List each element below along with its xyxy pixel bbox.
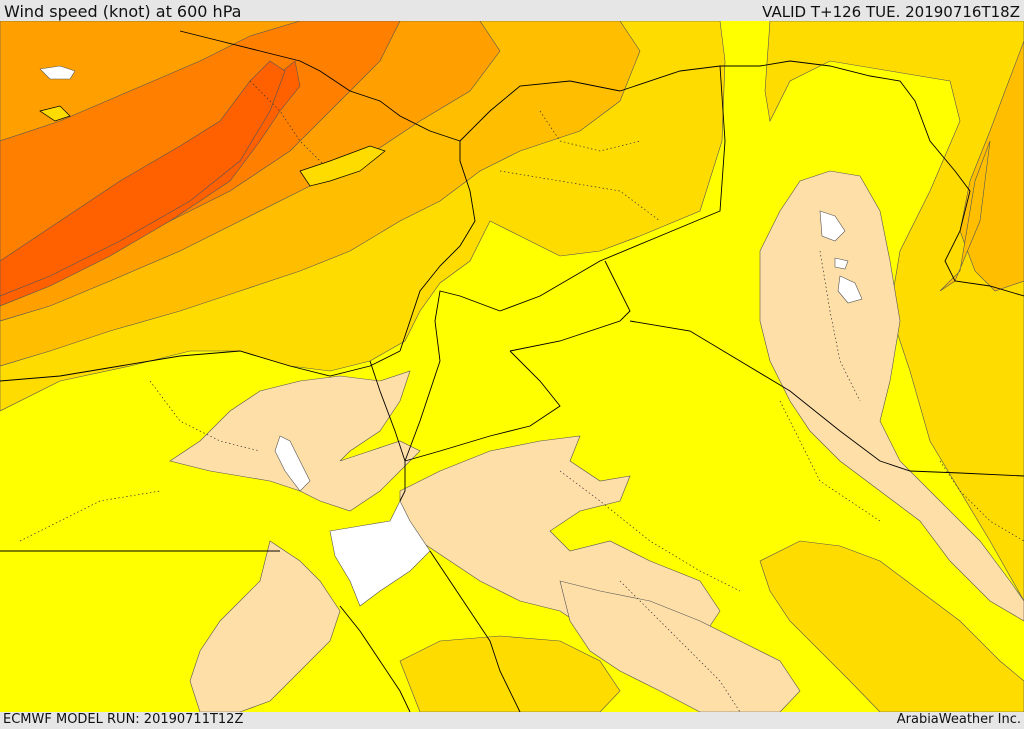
calm-white-iraq-3 <box>834 257 849 270</box>
province-line-3 <box>779 400 881 522</box>
iran-iraq-border <box>914 100 1024 297</box>
credit-label: ArabiaWeather Inc. <box>896 712 1021 727</box>
tan-region-south <box>559 580 801 712</box>
syria-iraq-border <box>499 65 726 312</box>
wind-speed-map <box>0 21 1024 712</box>
red-orange-core-2 <box>0 60 286 297</box>
tan-region-iraq <box>759 170 1024 622</box>
model-run-label: ECMWF MODEL RUN: 20190711T12Z <box>3 712 244 727</box>
sinai-east-coast <box>369 360 406 502</box>
jordan-saudi-border <box>509 260 631 352</box>
map-title: Wind speed (knot) at 600 hPa <box>4 2 242 21</box>
iraq-saudi-border <box>629 320 1024 477</box>
calm-white-iraq-1 <box>819 210 846 242</box>
calm-white-north <box>39 65 76 80</box>
province-line-10 <box>939 460 1024 542</box>
footer-bar: ECMWF MODEL RUN: 20190711T12Z ArabiaWeat… <box>0 712 1024 729</box>
map-panel <box>0 21 1024 712</box>
cyprus-island <box>299 145 386 187</box>
levant-coast <box>399 141 476 352</box>
valid-time-label: VALID T+126 TUE. 20190716T18Z <box>762 3 1020 21</box>
egypt-libya-coast <box>0 350 401 382</box>
header-bar: Wind speed (knot) at 600 hPa VALID T+126… <box>0 0 1024 21</box>
province-line-4 <box>559 470 741 592</box>
borders <box>0 30 1024 712</box>
province-line-7 <box>149 380 261 452</box>
gold-patch-south <box>399 635 621 712</box>
islands <box>39 105 386 187</box>
province-line-9 <box>249 80 331 172</box>
calm-white-gulf <box>329 500 431 607</box>
gold-patch-southeast <box>759 540 1024 712</box>
saudi-north-border <box>404 350 561 462</box>
jordan-border <box>404 290 501 462</box>
turkey-coast <box>179 30 461 142</box>
light-orange-strip-2 <box>939 140 991 292</box>
calm-white-suez <box>274 435 311 492</box>
tan-region-egypt <box>189 540 341 712</box>
tan-region-sinai <box>169 370 421 512</box>
province-line-2 <box>539 110 641 152</box>
province-lines <box>19 80 1024 712</box>
crete-island <box>39 105 71 122</box>
red-sea-coast-west <box>339 605 411 712</box>
red-sea-coast-east <box>429 550 521 712</box>
calm-white-iraq-2 <box>837 275 863 304</box>
